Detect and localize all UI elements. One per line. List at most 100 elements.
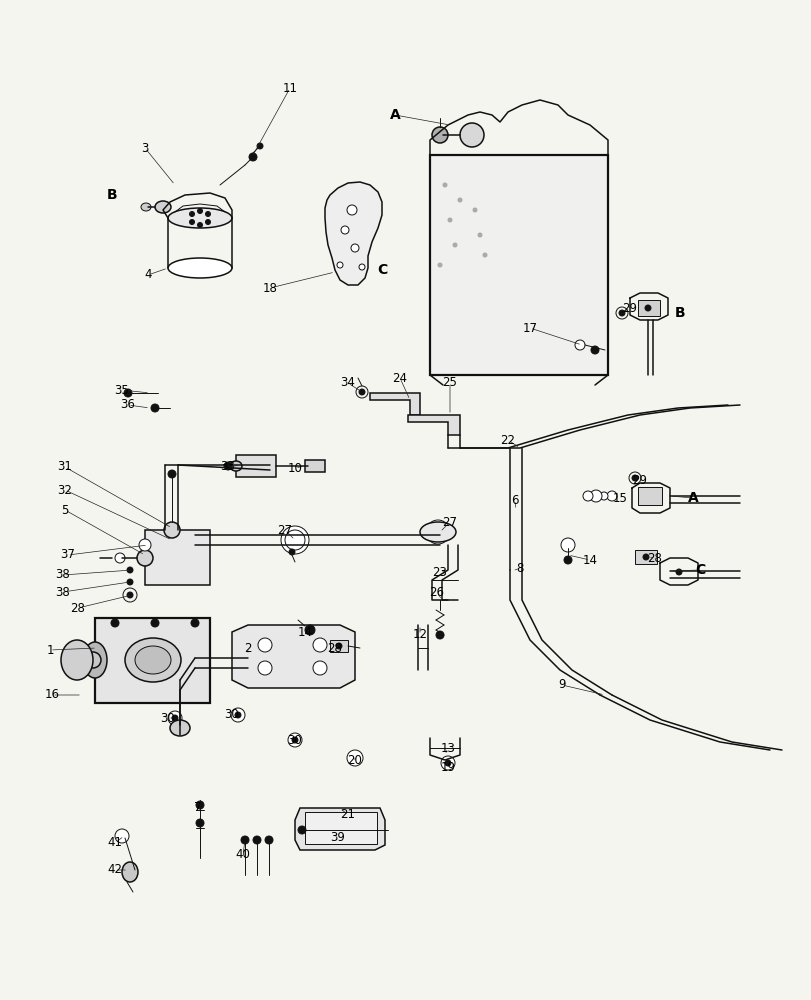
Circle shape	[189, 212, 195, 217]
Text: 14: 14	[581, 554, 597, 566]
Circle shape	[440, 756, 454, 770]
Circle shape	[336, 643, 341, 649]
Circle shape	[289, 549, 294, 555]
Circle shape	[448, 218, 452, 222]
Ellipse shape	[83, 642, 107, 678]
Circle shape	[436, 631, 444, 639]
Ellipse shape	[141, 203, 151, 211]
Text: 28: 28	[71, 601, 85, 614]
Bar	[305, 812, 376, 844]
Text: C: C	[376, 263, 387, 277]
Text: 31: 31	[58, 460, 72, 474]
Circle shape	[230, 708, 245, 722]
Circle shape	[426, 520, 449, 544]
Text: 14: 14	[297, 626, 312, 639]
Text: 27: 27	[442, 516, 457, 528]
Circle shape	[125, 863, 135, 873]
Text: 20: 20	[347, 754, 362, 766]
Circle shape	[249, 153, 257, 161]
Text: 28: 28	[327, 642, 342, 654]
Bar	[329, 640, 348, 652]
Text: A: A	[389, 108, 400, 122]
Text: 23: 23	[432, 566, 447, 578]
Bar	[430, 155, 607, 375]
Text: 15: 15	[611, 491, 627, 504]
Text: 9: 9	[558, 678, 565, 692]
Ellipse shape	[230, 461, 242, 471]
Circle shape	[676, 569, 681, 575]
Text: 30: 30	[225, 708, 239, 722]
Polygon shape	[370, 393, 419, 415]
Circle shape	[151, 619, 159, 627]
Circle shape	[195, 819, 204, 827]
Circle shape	[590, 346, 599, 354]
Circle shape	[346, 750, 363, 766]
Text: 11: 11	[282, 82, 297, 95]
Bar	[305, 460, 324, 472]
Text: 33: 33	[221, 460, 235, 474]
Circle shape	[241, 836, 249, 844]
Circle shape	[127, 592, 133, 598]
Circle shape	[85, 652, 101, 668]
Circle shape	[168, 711, 182, 725]
Circle shape	[590, 490, 601, 502]
Circle shape	[358, 389, 365, 395]
Ellipse shape	[122, 862, 138, 882]
Circle shape	[350, 244, 358, 252]
Circle shape	[189, 220, 195, 225]
Circle shape	[224, 462, 232, 470]
Circle shape	[631, 475, 637, 481]
Circle shape	[197, 223, 202, 228]
Circle shape	[453, 243, 457, 247]
Circle shape	[191, 619, 199, 627]
Ellipse shape	[155, 201, 171, 213]
Circle shape	[195, 801, 204, 809]
Circle shape	[574, 340, 584, 350]
Text: 38: 38	[56, 568, 71, 582]
Circle shape	[305, 625, 315, 635]
Circle shape	[139, 539, 151, 551]
Circle shape	[443, 183, 446, 187]
Polygon shape	[324, 182, 381, 285]
Text: 24: 24	[392, 371, 407, 384]
Circle shape	[312, 661, 327, 675]
Circle shape	[118, 832, 126, 840]
Circle shape	[151, 404, 159, 412]
Circle shape	[312, 638, 327, 652]
Circle shape	[127, 567, 133, 573]
Text: 27: 27	[277, 524, 292, 536]
Text: B: B	[674, 306, 684, 320]
Circle shape	[444, 760, 450, 766]
Circle shape	[137, 550, 152, 566]
Bar	[634, 550, 656, 564]
Text: 17: 17	[521, 322, 537, 334]
Circle shape	[437, 263, 441, 267]
Circle shape	[346, 205, 357, 215]
Circle shape	[288, 733, 302, 747]
Text: 30: 30	[287, 734, 302, 746]
Text: 22: 22	[500, 434, 515, 446]
Circle shape	[264, 836, 272, 844]
Ellipse shape	[61, 640, 93, 680]
Circle shape	[644, 305, 650, 311]
Text: 30: 30	[161, 712, 175, 724]
Text: 13: 13	[440, 742, 455, 754]
Text: 10: 10	[287, 462, 302, 475]
Circle shape	[582, 491, 592, 501]
Text: 5: 5	[62, 504, 69, 516]
Circle shape	[168, 470, 176, 478]
Text: A: A	[687, 491, 697, 505]
Circle shape	[205, 220, 210, 225]
Circle shape	[115, 553, 125, 563]
Ellipse shape	[135, 646, 171, 674]
Text: 29: 29	[632, 474, 646, 487]
Text: 21: 21	[340, 808, 355, 821]
Circle shape	[350, 753, 359, 763]
Circle shape	[258, 661, 272, 675]
Text: 38: 38	[56, 585, 71, 598]
Text: 25: 25	[442, 376, 457, 389]
Circle shape	[618, 310, 624, 316]
Circle shape	[431, 127, 448, 143]
Text: 32: 32	[58, 484, 72, 496]
Bar	[236, 455, 276, 477]
